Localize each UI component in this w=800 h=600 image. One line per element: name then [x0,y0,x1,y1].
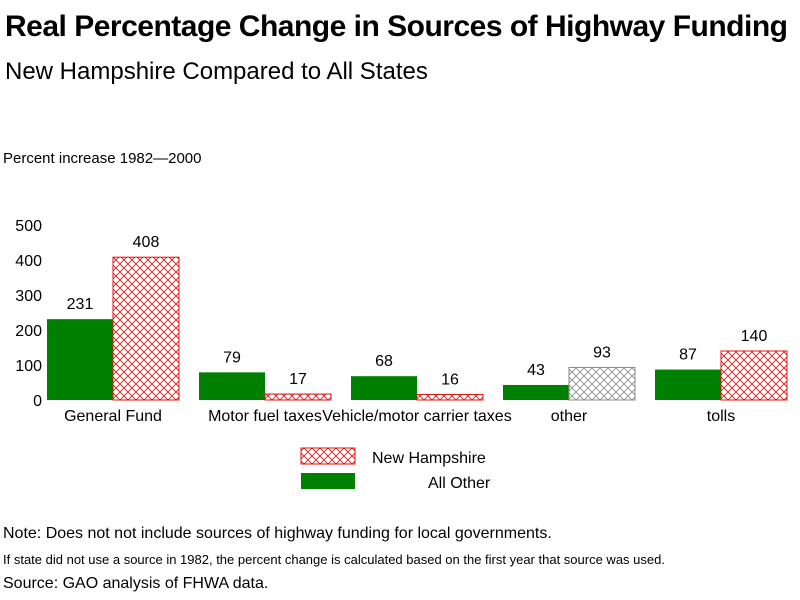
legend-swatch-new-hampshire [300,447,356,465]
category-label: General Fund [64,408,162,425]
bar-chart: 0 100 200 300 400 500 231 408 79 17 68 16 43 93 87 140… [15,218,788,492]
chart-subtitle: New Hampshire Compared to All States [5,58,428,85]
bar-new-hampshire [112,256,180,401]
y-tick-label: 100 [15,358,42,375]
category-label: Motor fuel taxes [208,408,322,425]
bar-all-other [351,376,417,400]
bar-new-hampshire [416,393,484,401]
data-label-all-other: 231 [67,296,94,313]
source-note: Source: GAO analysis of FHWA data. [3,575,269,592]
data-label-new-hampshire: 93 [593,344,611,361]
bar-new-hampshire [264,393,332,401]
data-label-new-hampshire: 16 [441,371,459,388]
note-line-2: If state did not use a source in 1982, t… [3,552,665,567]
bar-all-other [503,384,569,400]
bar-new-hampshire [568,366,636,401]
bar-all-other [47,319,113,400]
data-label-new-hampshire: 17 [289,371,307,388]
y-tick-label: 500 [15,218,42,235]
note-line-1: Note: Does not not include sources of hi… [3,525,552,542]
category-label: other [551,408,588,425]
category-label: tolls [707,408,735,425]
y-tick-label: 400 [15,253,42,270]
data-label-new-hampshire: 140 [741,328,768,345]
y-tick-label: 200 [15,323,42,340]
legend-swatch-all-other [301,473,355,489]
bar-new-hampshire [720,350,788,401]
y-axis: 0 100 200 300 400 500 [15,218,42,410]
y-axis-label: Percent increase 1982—2000 [3,150,202,167]
category-label: Vehicle/motor carrier taxes [322,408,511,425]
data-label-all-other: 79 [223,349,241,366]
chart-title: Real Percentage Change in Sources of Hig… [5,10,788,43]
data-label-all-other: 87 [679,347,697,364]
bar-all-other [655,369,721,400]
data-label-all-other: 68 [375,353,393,370]
x-axis-categories: General Fund Motor fuel taxes Vehicle/moto… [64,408,735,425]
legend-label-new-hampshire: New Hampshire [372,450,486,467]
legend: New Hampshire All Other [300,447,491,492]
data-label-new-hampshire: 408 [133,234,160,251]
legend-label-all-other: All Other [428,475,491,492]
bar-all-other [199,372,265,400]
y-tick-label: 0 [33,393,42,410]
bars: 231 408 79 17 68 16 43 93 87 140 [47,234,788,401]
y-tick-label: 300 [15,288,42,305]
data-label-all-other: 43 [527,362,545,379]
